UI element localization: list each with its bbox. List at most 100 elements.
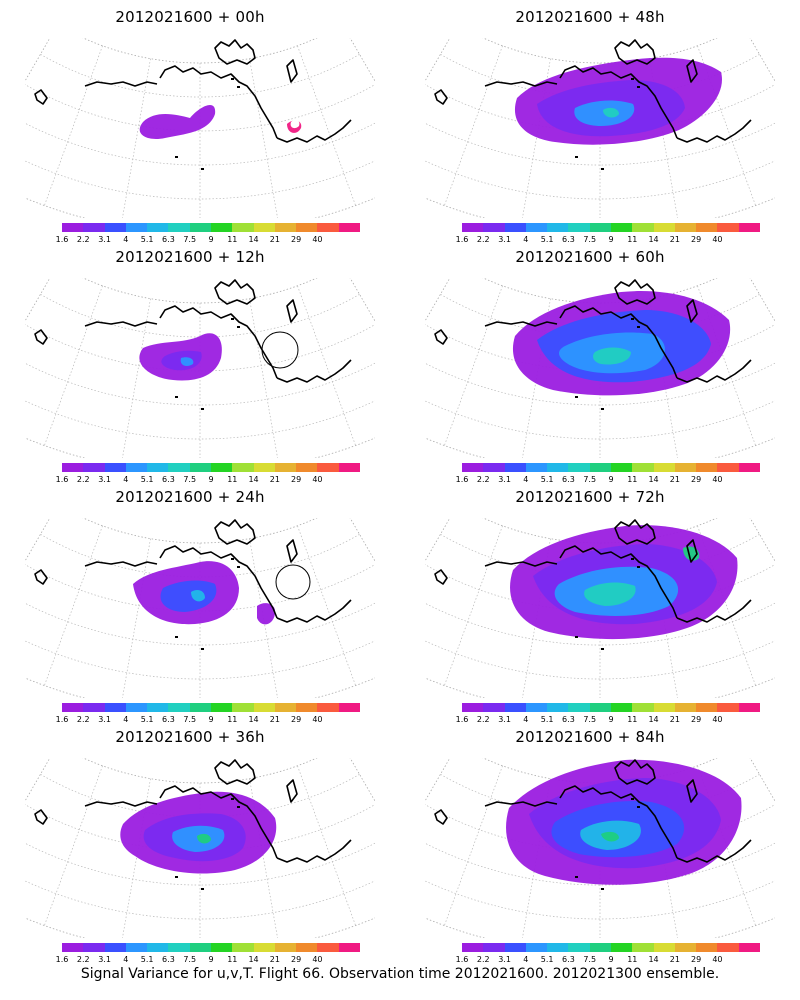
colorbar-tick-label: 3.1 xyxy=(98,955,111,964)
polar-map xyxy=(425,758,775,938)
island xyxy=(175,156,178,158)
colorbar-tick-label: 21 xyxy=(669,235,680,244)
panel-title: 2012021600 + 60h xyxy=(515,248,665,266)
colorbar-swatch xyxy=(547,463,569,472)
colorbar-swatch xyxy=(653,463,675,472)
meridian-gridline xyxy=(249,58,278,218)
forecast-panel-84h: 2012021600 + 84h 1.6 2.2 3.1 4 5.1 6.3 7.5 9 11 1… xyxy=(400,720,800,964)
latitude-gridline xyxy=(425,122,775,166)
colorbar-swatch xyxy=(525,223,548,232)
colorbar-swatch xyxy=(125,223,148,232)
meridian-gridline xyxy=(122,298,151,458)
colorbar-swatch xyxy=(317,223,339,232)
latitude-gridline xyxy=(425,400,775,440)
island xyxy=(231,318,234,320)
colorbar-swatch xyxy=(547,943,569,952)
colorbar-swatch xyxy=(83,463,105,472)
coastline xyxy=(614,39,656,65)
colorbar-tick-label: 4 xyxy=(123,475,129,484)
coastline xyxy=(614,759,656,785)
colorbar-tick-label: 29 xyxy=(691,715,702,724)
coastline xyxy=(159,65,278,139)
colorbar xyxy=(462,943,760,952)
meridian-gridline xyxy=(297,765,356,926)
coastline xyxy=(614,279,656,305)
colorbar-swatch xyxy=(232,703,254,712)
colorbar-swatch xyxy=(717,463,739,472)
island xyxy=(201,648,204,650)
colorbar-tick-label: 6.3 xyxy=(562,235,575,244)
forecast-panel-24h: 2012021600 + 24h 1.6 2.2 3.1 4 5.1 6.3 7.5 9 11 1… xyxy=(0,480,400,724)
variance-contour xyxy=(603,107,619,118)
colorbar-tick-label: 29 xyxy=(691,955,702,964)
colorbar-swatch xyxy=(83,943,105,952)
meridian-gridline xyxy=(297,525,356,686)
colorbar-tick-label: 3.1 xyxy=(498,235,511,244)
island xyxy=(231,78,234,80)
colorbar-tick-label: 6.3 xyxy=(562,715,575,724)
observation-circle xyxy=(261,331,299,369)
island xyxy=(601,408,604,410)
panel-title: 2012021600 + 72h xyxy=(515,488,665,506)
colorbar-swatch xyxy=(632,943,654,952)
colorbar-tick-label: 2.2 xyxy=(76,715,90,724)
colorbar-swatch xyxy=(674,463,697,472)
meridian-gridline xyxy=(444,525,503,686)
colorbar-swatch xyxy=(168,943,190,952)
colorbar-tick-label: 1.6 xyxy=(55,715,69,724)
island xyxy=(231,558,234,560)
colorbar-tick-label: 9 xyxy=(208,475,214,484)
colorbar-tick-label: 9 xyxy=(608,955,614,964)
colorbar-swatch xyxy=(525,943,548,952)
colorbar-tick-label: 11 xyxy=(627,235,638,244)
colorbar-swatch xyxy=(104,703,126,712)
coastline xyxy=(214,519,256,545)
colorbar-swatch xyxy=(462,703,484,712)
colorbar-tick-label: 11 xyxy=(627,955,638,964)
colorbar-swatch xyxy=(674,223,697,232)
island xyxy=(175,636,178,638)
meridian-gridline xyxy=(444,765,503,926)
colorbar-swatch xyxy=(589,223,611,232)
polar-map xyxy=(25,278,375,458)
colorbar-swatch xyxy=(210,463,233,472)
colorbar-swatch xyxy=(147,223,169,232)
colorbar-tick-label: 9 xyxy=(208,235,214,244)
colorbar-tick-label: 7.5 xyxy=(583,235,597,244)
colorbar-swatch xyxy=(589,463,611,472)
island xyxy=(237,326,240,328)
colorbar-tick-label: 7.5 xyxy=(183,715,197,724)
colorbar-swatch xyxy=(547,223,569,232)
colorbar-swatch xyxy=(296,463,318,472)
colorbar-tick-label: 1.6 xyxy=(55,235,69,244)
colorbar-tick-label: 11 xyxy=(227,715,238,724)
colorbar-tick-label: 9 xyxy=(608,235,614,244)
coastline xyxy=(434,329,448,345)
colorbar-tick-label: 7.5 xyxy=(183,235,197,244)
latitude-gridline xyxy=(40,293,360,338)
colorbar-tick-label: 14 xyxy=(648,235,659,244)
colorbar-swatch xyxy=(168,463,190,472)
colorbar-swatch xyxy=(738,223,760,232)
colorbar-swatch xyxy=(483,703,505,712)
latitude-gridline xyxy=(425,842,775,886)
observation-circle xyxy=(275,564,311,600)
meridian-gridline xyxy=(122,538,151,698)
latitude-gridline xyxy=(25,122,375,166)
colorbar-tick-label: 40 xyxy=(712,235,723,244)
island xyxy=(631,798,634,800)
colorbar-swatch xyxy=(717,703,739,712)
colorbar-tick-label: 29 xyxy=(691,235,702,244)
colorbar-swatch xyxy=(338,943,360,952)
colorbar-swatch xyxy=(568,223,590,232)
colorbar-swatch xyxy=(104,463,126,472)
colorbar-swatch xyxy=(610,703,633,712)
coastline xyxy=(686,539,698,563)
colorbar-swatch xyxy=(189,943,211,952)
polar-map xyxy=(25,38,375,218)
latitude-gridline xyxy=(25,602,375,646)
coastline xyxy=(434,569,448,585)
colorbar-swatch xyxy=(653,703,675,712)
colorbar-swatch xyxy=(274,463,297,472)
colorbar-swatch xyxy=(462,943,484,952)
